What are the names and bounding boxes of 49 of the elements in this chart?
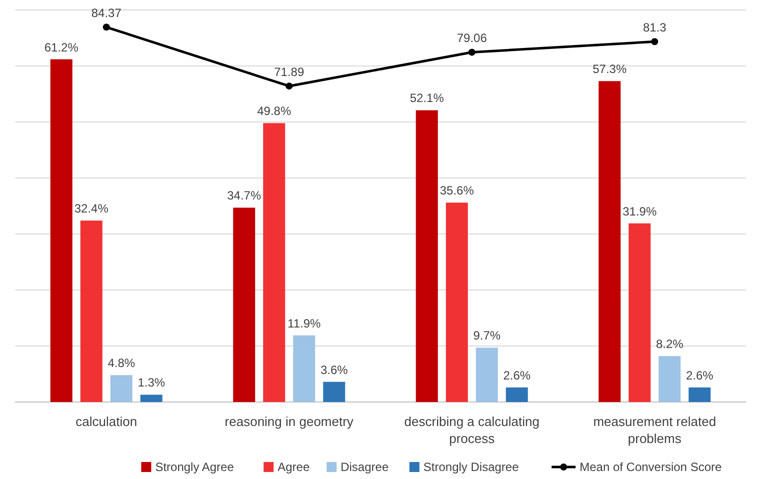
legend-label: Strongly Agree bbox=[155, 460, 234, 474]
data-label: 2.6% bbox=[686, 368, 714, 382]
bar bbox=[50, 59, 72, 402]
point bbox=[286, 82, 293, 90]
point bbox=[102, 24, 110, 31]
data-label: 32.4% bbox=[74, 202, 109, 216]
bar bbox=[658, 356, 681, 402]
data-label: 79.06 bbox=[456, 31, 488, 46]
point bbox=[468, 48, 476, 56]
legend-label: Mean of Conversion Score bbox=[580, 460, 722, 474]
data-label: 34.7% bbox=[227, 188, 262, 203]
bar bbox=[110, 375, 132, 402]
data-label: 11.9% bbox=[288, 316, 322, 330]
legend-label: Strongly Disagree bbox=[423, 460, 520, 474]
bar bbox=[446, 202, 468, 402]
x-tick-label: describing a calculating process bbox=[404, 414, 540, 446]
x-tick-label: reasoning in geometry bbox=[224, 414, 354, 429]
x-tick-label: measurement related problems bbox=[593, 414, 716, 446]
bar bbox=[323, 382, 346, 402]
point bbox=[651, 38, 658, 46]
bar bbox=[688, 387, 711, 402]
bar bbox=[233, 208, 256, 402]
data-label: 3.6% bbox=[320, 362, 348, 377]
legend-label: Agree bbox=[278, 460, 310, 474]
data-label: 8.2% bbox=[656, 337, 684, 352]
data-label: 49.8% bbox=[257, 104, 292, 118]
bar bbox=[598, 81, 621, 402]
bar bbox=[293, 335, 316, 402]
data-label: 52.1% bbox=[410, 91, 444, 106]
data-label: 4.8% bbox=[108, 356, 136, 370]
x-tick-label: calculation bbox=[76, 414, 138, 429]
data-label: 71.89 bbox=[274, 65, 304, 80]
bar bbox=[140, 394, 162, 402]
data-label: 57.3% bbox=[592, 62, 627, 76]
bar bbox=[476, 348, 498, 402]
data-label: 1.3% bbox=[138, 376, 166, 390]
data-label: 81.3 bbox=[642, 20, 667, 35]
data-label: 35.6% bbox=[440, 184, 474, 198]
data-label: 61.2% bbox=[44, 40, 79, 54]
data-label: 2.6% bbox=[503, 368, 531, 382]
data-label: 84.37 bbox=[91, 6, 122, 20]
data-label: 9.7% bbox=[473, 328, 501, 343]
bar bbox=[263, 123, 286, 402]
data-label: 31.9% bbox=[622, 204, 657, 218]
bar bbox=[506, 387, 528, 402]
bar bbox=[80, 220, 102, 402]
bar bbox=[416, 110, 438, 402]
legend-label: Disagree bbox=[340, 460, 389, 474]
bar bbox=[628, 223, 651, 402]
